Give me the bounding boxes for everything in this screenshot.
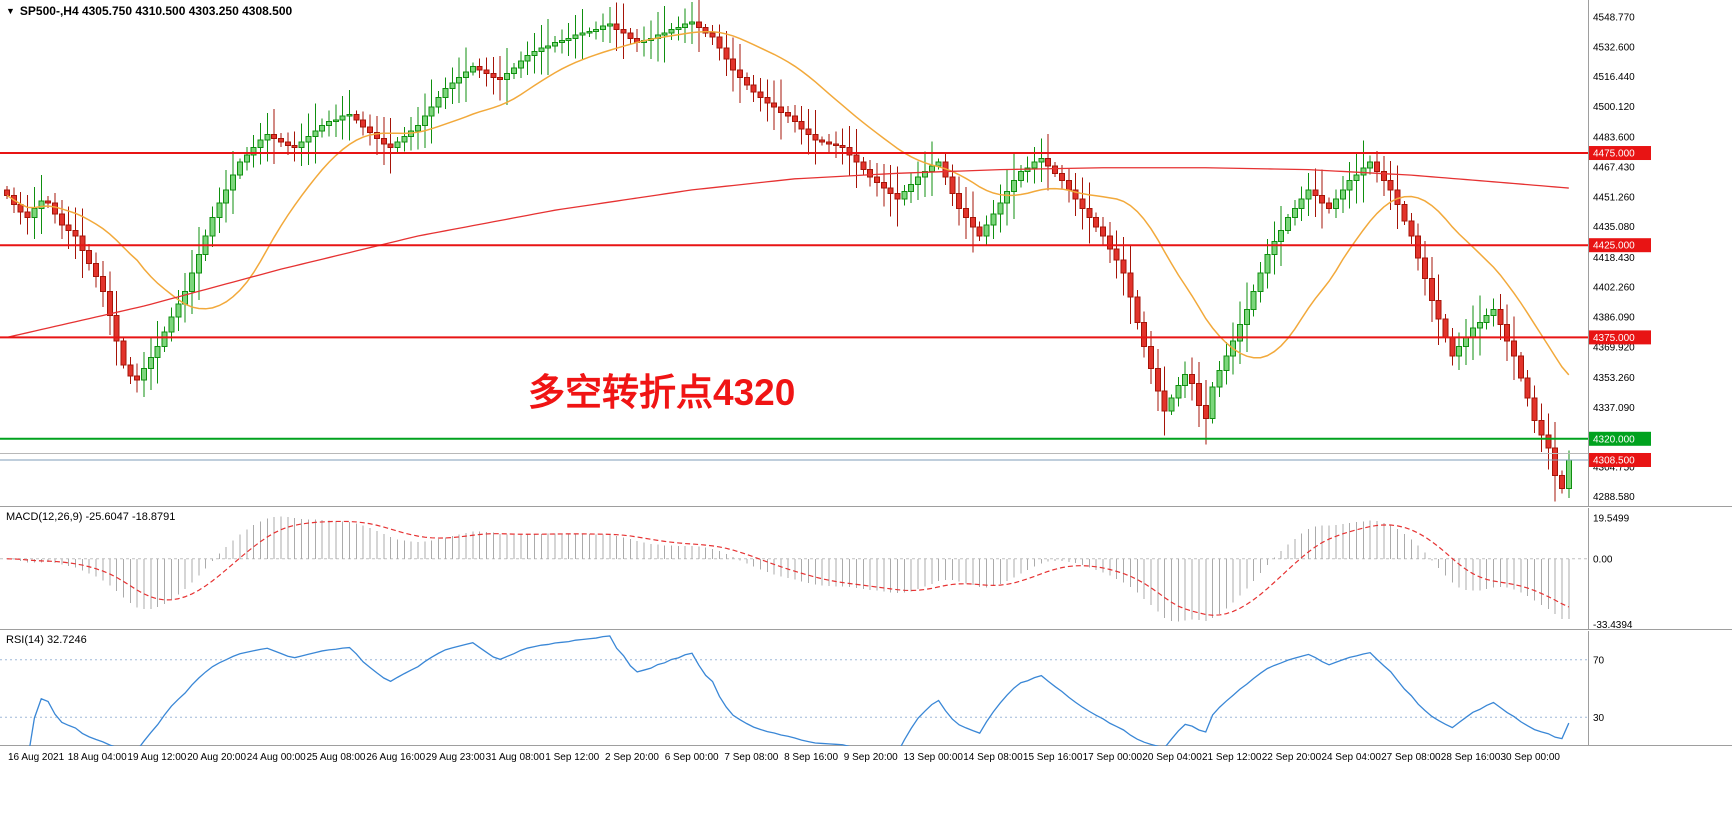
price-chart-panel: 4548.770 4532.600 4516.440 4500.120 4483.600… — [0, 0, 1732, 507]
svg-text:4304.750: 4304.750 — [1593, 462, 1635, 473]
time-label: 21 Sep 12:00 — [1202, 752, 1262, 763]
annotation-text: 多空转折点4320 — [528, 372, 796, 413]
ma-fast-line — [6, 30, 1570, 376]
time-label: 13 Sep 00:00 — [903, 752, 964, 763]
time-label: 24 Aug 00:00 — [246, 752, 306, 763]
macd-signal-line — [6, 520, 1570, 616]
rsi-line — [29, 635, 1570, 746]
svg-text:0.00: 0.00 — [1593, 554, 1613, 565]
svg-text:4451.260: 4451.260 — [1593, 192, 1635, 203]
time-label: 15 Sep 16:00 — [1022, 752, 1083, 763]
svg-text:4548.770: 4548.770 — [1593, 13, 1635, 24]
svg-text:4353.260: 4353.260 — [1593, 373, 1635, 384]
time-label: 2 Sep 20:00 — [605, 752, 659, 763]
svg-text:-33.4394: -33.4394 — [1593, 620, 1633, 630]
time-label: 1 Sep 12:00 — [545, 752, 600, 763]
time-label: 30 Sep 00:00 — [1500, 752, 1561, 763]
time-label: 25 Aug 08:00 — [306, 752, 366, 763]
price-tag: 4425.000 — [1589, 238, 1651, 253]
time-label: 14 Sep 08:00 — [963, 752, 1023, 763]
svg-text:4375.000: 4375.000 — [1593, 333, 1635, 344]
svg-text:4308.500: 4308.500 — [1593, 455, 1635, 466]
chart-title-bar: ▼ SP500-,H4 4305.750 4310.500 4303.250 43… — [6, 4, 292, 18]
time-label: 28 Sep 16:00 — [1440, 752, 1501, 763]
svg-text:4500.120: 4500.120 — [1593, 102, 1635, 113]
rsi-label: RSI(14) 32.7246 — [6, 634, 87, 646]
svg-text:4418.430: 4418.430 — [1593, 253, 1635, 264]
time-label: 31 Aug 08:00 — [485, 752, 545, 763]
svg-text:4483.600: 4483.600 — [1593, 133, 1635, 144]
svg-text:4288.580: 4288.580 — [1593, 492, 1635, 503]
svg-text:4402.260: 4402.260 — [1593, 283, 1635, 294]
time-label: 29 Aug 23:00 — [425, 752, 485, 763]
svg-text:4337.090: 4337.090 — [1593, 403, 1635, 414]
svg-text:4425.000: 4425.000 — [1593, 241, 1635, 252]
svg-text:70: 70 — [1593, 655, 1605, 666]
symbol-dropdown-icon[interactable]: ▼ — [6, 6, 15, 16]
svg-text:4369.920: 4369.920 — [1593, 342, 1635, 353]
svg-text:4516.440: 4516.440 — [1593, 72, 1635, 83]
time-label: 20 Sep 04:00 — [1142, 752, 1202, 763]
time-label: 19 Aug 12:00 — [127, 752, 187, 763]
rsi-chart-canvas[interactable]: 70 30 — [0, 631, 1732, 746]
macd-histogram — [13, 516, 1570, 622]
time-axis[interactable]: 16 Aug 2021 18 Aug 04:00 19 Aug 12:00 20 Au… — [0, 747, 1732, 775]
price-tag: 4375.000 — [1589, 330, 1651, 345]
macd-chart-canvas[interactable]: 19.5499 0.00 -33.4394 — [0, 508, 1732, 630]
svg-text:4386.090: 4386.090 — [1593, 312, 1635, 323]
time-label: 16 Aug 2021 — [8, 752, 65, 763]
price-tag: 4320.000 — [1589, 431, 1651, 446]
candles-layer — [4, 0, 1572, 502]
time-label: 20 Aug 20:00 — [187, 752, 247, 763]
macd-label: MACD(12,26,9) -25.6047 -18.8791 — [6, 511, 176, 523]
time-label: 27 Sep 08:00 — [1381, 752, 1441, 763]
time-label: 24 Sep 04:00 — [1321, 752, 1381, 763]
price-tag: 4475.000 — [1589, 146, 1651, 161]
rsi-indicator-panel: 70 30 RSI(14) 32.7246 — [0, 631, 1732, 746]
time-label: 7 Sep 08:00 — [724, 752, 779, 763]
time-label: 17 Sep 00:00 — [1082, 752, 1143, 763]
svg-text:4532.600: 4532.600 — [1593, 42, 1635, 53]
time-label: 6 Sep 00:00 — [664, 752, 719, 763]
time-label: 9 Sep 20:00 — [843, 752, 898, 763]
price-tag: 4308.500 — [1589, 452, 1651, 467]
macd-indicator-panel: 19.5499 0.00 -33.4394 MACD(12,26,9) -25.60… — [0, 508, 1732, 630]
svg-text:4320.000: 4320.000 — [1593, 434, 1635, 445]
ma-slow-line — [6, 167, 1569, 339]
svg-text:4467.430: 4467.430 — [1593, 162, 1635, 173]
svg-text:30: 30 — [1593, 713, 1605, 724]
time-label: 26 Aug 16:00 — [366, 752, 426, 763]
svg-text:4435.080: 4435.080 — [1593, 222, 1635, 233]
svg-text:4475.000: 4475.000 — [1593, 149, 1635, 160]
time-label: 18 Aug 04:00 — [67, 752, 127, 763]
price-chart-canvas[interactable]: 4548.770 4532.600 4516.440 4500.120 4483.600… — [0, 0, 1732, 507]
time-label: 22 Sep 20:00 — [1261, 752, 1322, 763]
symbol-ohlc-title: SP500-,H4 4305.750 4310.500 4303.250 430… — [19, 4, 293, 18]
svg-text:19.5499: 19.5499 — [1593, 514, 1630, 525]
time-label: 8 Sep 16:00 — [784, 752, 839, 763]
